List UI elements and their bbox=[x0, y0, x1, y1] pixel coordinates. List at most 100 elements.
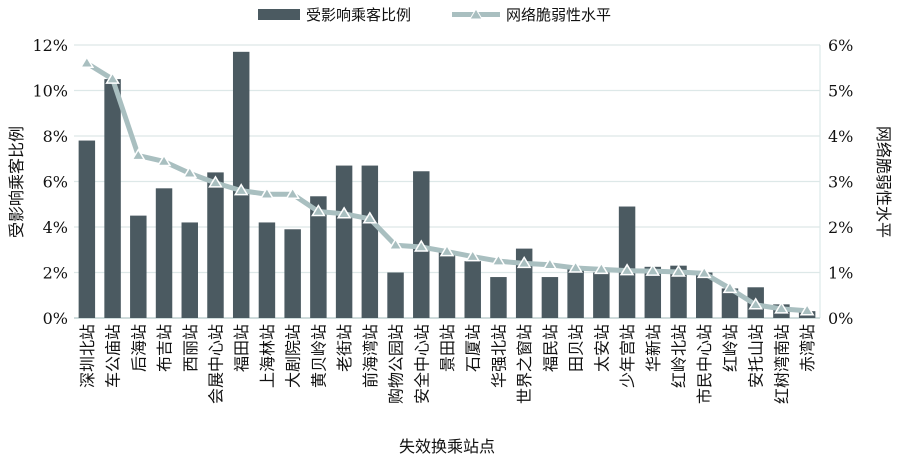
x-tick-label: 石厦站 bbox=[464, 324, 483, 372]
x-tick-label: 华强北站 bbox=[489, 324, 508, 388]
x-tick-label: 安全中心站 bbox=[412, 324, 431, 404]
left-tick-label: 10% bbox=[32, 82, 68, 101]
legend: 受影响乘客比例 网络脆弱性水平 bbox=[258, 6, 611, 24]
x-tick-label: 大剧院站 bbox=[284, 324, 303, 388]
x-tick-label: 会展中心站 bbox=[206, 324, 225, 404]
left-tick-label: 4% bbox=[43, 218, 68, 237]
right-tick-label: 4% bbox=[828, 127, 853, 146]
bar bbox=[464, 261, 481, 318]
x-tick-label: 红树湾南站 bbox=[772, 324, 791, 404]
line-point-triangle bbox=[439, 244, 455, 257]
left-tick-label: 12% bbox=[32, 36, 68, 55]
legend-bar-swatch bbox=[258, 9, 300, 20]
line-point-triangle bbox=[388, 237, 403, 250]
line-point-triangle bbox=[285, 186, 300, 199]
x-tick-label: 布吉站 bbox=[155, 324, 174, 372]
bar bbox=[258, 222, 276, 318]
bar bbox=[310, 196, 327, 318]
line-point-triangle bbox=[696, 265, 712, 279]
bar bbox=[541, 277, 559, 318]
right-tick-label: 2% bbox=[828, 218, 853, 237]
x-tick-label: 福田站 bbox=[232, 324, 251, 372]
x-tick-label: 太安站 bbox=[592, 324, 611, 372]
line-point-triangle bbox=[336, 206, 352, 219]
line-point-triangle bbox=[645, 263, 661, 276]
x-tick-label: 上海林站 bbox=[258, 324, 277, 388]
line-point-triangle bbox=[208, 175, 223, 188]
line-point-triangle bbox=[516, 255, 532, 269]
bar bbox=[207, 172, 224, 318]
x-tick-label: 景田站 bbox=[438, 324, 457, 372]
line-point-triangle bbox=[748, 297, 764, 310]
line-point-triangle bbox=[413, 239, 429, 252]
bar bbox=[361, 165, 379, 318]
bar bbox=[567, 267, 584, 318]
line-point-triangle bbox=[542, 257, 558, 270]
right-tick-label: 6% bbox=[828, 36, 853, 55]
line-point-triangle bbox=[568, 260, 583, 273]
left-axis-ticks: 0% 2% 4% 6% 8% 10% 12% bbox=[32, 36, 68, 328]
bar bbox=[438, 252, 456, 318]
bar bbox=[155, 188, 173, 318]
y-axis-right-title: 网络脆弱性水平 bbox=[874, 126, 893, 238]
x-tick-label: 少年宫站 bbox=[618, 324, 637, 388]
bar bbox=[670, 265, 687, 318]
x-tick-label: 田贝站 bbox=[567, 324, 586, 372]
x-tick-label: 华新站 bbox=[644, 324, 663, 372]
line-point-triangle bbox=[619, 263, 635, 276]
bar bbox=[130, 215, 147, 318]
bar bbox=[181, 222, 198, 318]
right-tick-label: 0% bbox=[828, 309, 853, 328]
bar bbox=[78, 140, 96, 318]
bar bbox=[284, 229, 301, 318]
legend-bar-label: 受影响乘客比例 bbox=[306, 6, 411, 24]
line-point-triangle bbox=[774, 301, 789, 314]
right-tick-label: 1% bbox=[828, 264, 853, 283]
line-point-triangle bbox=[311, 204, 326, 217]
line-point-triangle bbox=[465, 249, 481, 262]
line-point-triangle bbox=[105, 71, 120, 84]
line-point-triangle bbox=[722, 280, 738, 294]
left-tick-label: 6% bbox=[43, 173, 68, 192]
line-point-triangle bbox=[799, 303, 815, 316]
bar bbox=[618, 206, 636, 318]
bar bbox=[593, 272, 610, 318]
line-point-triangle bbox=[182, 165, 198, 179]
legend-triangle-marker bbox=[469, 8, 483, 20]
x-tick-label: 市民中心站 bbox=[695, 324, 714, 404]
line-point-triangle bbox=[362, 211, 378, 224]
x-tick-label: 后海站 bbox=[129, 324, 148, 372]
x-tick-label: 世界之窗站 bbox=[515, 324, 534, 404]
right-tick-label: 3% bbox=[828, 173, 853, 192]
left-tick-label: 0% bbox=[43, 309, 68, 328]
right-tick-label: 5% bbox=[828, 82, 853, 101]
line-point-triangle bbox=[594, 261, 609, 275]
x-tick-label: 车公庙站 bbox=[104, 324, 123, 388]
x-axis-ticks: 深圳北站 车公庙站 后海站 布吉站 西丽站 会展中心站 福田站 上海林站 大剧院站 黄贝岭站 老街站… bbox=[78, 324, 817, 404]
line-point-triangle bbox=[156, 154, 172, 167]
bar bbox=[335, 165, 353, 318]
line-point-triangle bbox=[79, 55, 95, 68]
x-tick-label: 老街站 bbox=[335, 324, 354, 372]
x-tick-label: 安托山站 bbox=[747, 324, 766, 388]
bar bbox=[387, 272, 404, 318]
bar bbox=[696, 272, 713, 318]
left-tick-label: 8% bbox=[43, 127, 68, 146]
x-tick-label: 深圳北站 bbox=[78, 324, 97, 388]
x-axis-title: 失效换乘站点 bbox=[399, 437, 495, 456]
line-point-triangle bbox=[233, 183, 249, 196]
x-tick-label: 西丽站 bbox=[181, 324, 200, 372]
left-tick-label: 2% bbox=[43, 264, 68, 283]
x-tick-label: 福民站 bbox=[541, 324, 560, 372]
bar bbox=[644, 266, 662, 318]
legend-line-label: 网络脆弱性水平 bbox=[506, 6, 611, 24]
y-axis-left-title: 受影响乘客比例 bbox=[7, 126, 26, 238]
line-series bbox=[79, 55, 815, 316]
line-point-triangle bbox=[491, 253, 506, 266]
x-tick-label: 赤湾站 bbox=[798, 324, 817, 372]
x-tick-label: 黄贝岭站 bbox=[309, 324, 328, 388]
line-point-triangle bbox=[259, 186, 275, 199]
line-point-triangle bbox=[130, 148, 146, 161]
x-tick-label: 红岭北站 bbox=[670, 324, 689, 388]
